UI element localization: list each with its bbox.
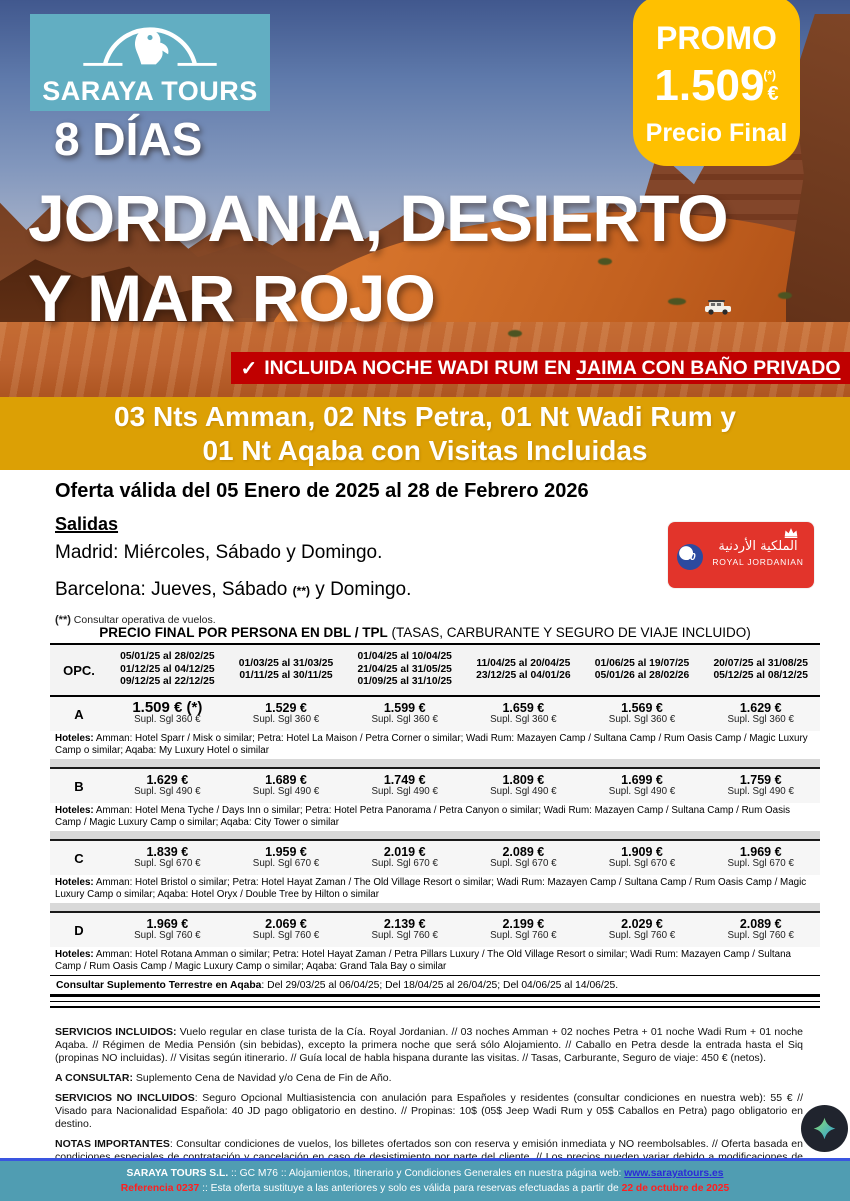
date-column-4: 11/04/25 al 20/04/25 23/12/25 al 04/01/2… — [476, 657, 571, 682]
salidas-heading: Salidas — [55, 514, 119, 534]
servicios-incluidos: SERVICIOS INCLUIDOS: Vuelo regular en cl… — [55, 1026, 804, 1064]
hotels-A: Hoteles: Amman: Hotel Sparr / Misk o sim… — [50, 731, 820, 759]
crown-icon — [784, 528, 798, 538]
price-table: OPC. 05/01/25 al 28/02/25 01/12/25 al 04… — [50, 643, 820, 1008]
suv-car-image — [705, 300, 731, 315]
hotels-B: Hoteles: Amman: Hotel Mena Tyche / Days … — [50, 803, 820, 831]
sparkle-widget-button[interactable] — [801, 1105, 848, 1152]
barcelona-departures: Barcelona: Jueves, Sábado (**) y Domingo… — [55, 579, 412, 600]
table-header-row: OPC. 05/01/25 al 28/02/25 01/12/25 al 04… — [50, 643, 820, 697]
footer: SARAYA TOURS S.L. :: GC M76 :: Alojamien… — [0, 1161, 850, 1201]
price-row-C: C 1.839 € Supl. Sgl 670 € 1.959 € Supl. Sg… — [50, 841, 820, 875]
offer-validity: Oferta válida del 05 Enero de 2025 al 28… — [55, 480, 589, 502]
hotels-D: Hoteles: Amman: Hotel Rotana Amman o sim… — [50, 947, 820, 975]
footer-divider — [0, 1158, 850, 1161]
footer-line1: SARAYA TOURS S.L. :: GC M76 :: Alojamien… — [126, 1168, 724, 1179]
rj-wordmark: الملكية الأردنية ROYAL JORDANIAN — [708, 539, 808, 567]
row-divider — [50, 831, 820, 841]
saraya-logo: SARAYA TOURS — [30, 14, 270, 111]
hero-section: SARAYA TOURS 8 DÍAS JORDANIA, DESIERTO Y… — [0, 0, 850, 397]
date-column-6: 20/07/25 al 31/08/25 05/12/25 al 08/12/2… — [713, 657, 808, 682]
madrid-departures: Madrid: Miércoles, Sábado y Domingo. — [55, 542, 383, 563]
brand-name: SARAYA TOURS — [42, 76, 258, 106]
row-divider — [50, 903, 820, 913]
rj-arabic-text: الملكية الأردنية — [718, 539, 798, 554]
ribbon-text: INCLUIDA NOCHE WADI RUM EN — [264, 356, 572, 379]
rj-name-text: ROYAL JORDANIAN — [712, 557, 804, 567]
itinerary-banner: 03 Nts Amman, 02 Nts Petra, 01 Nt Wadi R… — [0, 397, 850, 470]
price-table-title: PRECIO FINAL POR PERSONA EN DBL / TPL (T… — [99, 625, 751, 640]
a-consultar: A CONSULTAR: Suplemento Cena de Navidad … — [55, 1072, 392, 1084]
website-link[interactable]: www.sarayatours.es — [624, 1168, 724, 1179]
row-divider — [50, 759, 820, 769]
price-row-A: A 1.509 € (*) Supl. Sgl 360 € 1.529 € Supl… — [50, 697, 820, 731]
date-column-5: 01/06/25 al 19/07/25 05/01/26 al 28/02/2… — [594, 657, 690, 682]
itinerary-line1: 03 Nts Amman, 02 Nts Petra, 01 Nt Wadi R… — [114, 400, 736, 432]
date-column-1: 05/01/25 al 28/02/25 01/12/25 al 04/12/2… — [120, 651, 215, 688]
flight-note: (**) Consultar operativa de vuelos. — [55, 614, 216, 626]
shrub-icon — [598, 258, 612, 265]
check-icon: ✓ — [240, 357, 258, 380]
date-column-2: 01/03/25 al 31/03/25 01/11/25 al 30/11/2… — [238, 657, 334, 682]
opc-header: OPC. — [63, 662, 95, 678]
days-label: 8 DÍAS — [54, 113, 203, 165]
double-rule — [50, 1001, 820, 1008]
reference-badge: Referencia 0237 — [120, 1183, 200, 1194]
shrub-icon — [508, 330, 522, 337]
promo-price: 1.509 € — [654, 61, 779, 110]
shrub-icon — [668, 298, 686, 305]
start-date: 22 de octubre de 2025 — [621, 1183, 730, 1194]
ribbon-underlined-text: JAIMA CON BAÑO PRIVADO — [576, 356, 841, 379]
page-title-line2: Y MAR ROJO — [28, 261, 436, 335]
hotels-C: Hoteles: Amman: Hotel Bristol o similar;… — [50, 875, 820, 903]
servicios-no-incluidos: SERVICIOS NO INCLUIDOS: Seguro Opcional … — [55, 1092, 803, 1130]
falcon-icon — [83, 27, 217, 66]
price-row-D: D 1.969 € Supl. Sgl 760 € 2.069 € Supl. Sg… — [50, 913, 820, 947]
footer-line2: Referencia 0237 :: Esta oferta sustituye… — [120, 1183, 730, 1194]
promo-asterisk: (*) — [763, 68, 776, 82]
included-night-ribbon: ✓ INCLUIDA NOCHE WADI RUM EN JAIMA CON B… — [231, 352, 850, 384]
promo-subtitle: Precio Final — [645, 119, 788, 147]
sparkle-icon — [813, 1117, 836, 1140]
royal-jordanian-logo: 40 الملكية الأردنية ROYAL JORDANIAN — [668, 522, 814, 588]
promo-label: PROMO — [656, 20, 777, 56]
price-row-B: B 1.629 € Supl. Sgl 490 € 1.689 € Supl. Sg… — [50, 769, 820, 803]
date-column-3: 01/04/25 al 10/04/25 21/04/25 al 31/05/2… — [357, 651, 452, 688]
aqaba-supplement-note: Consultar Suplemento Terrestre en Aqaba:… — [50, 975, 820, 997]
page-title-line1: JORDANIA, DESIERTO — [28, 181, 729, 255]
shrub-icon — [778, 292, 792, 299]
rj-40-emblem: 40 — [677, 544, 703, 570]
itinerary-line2: 01 Nt Aqaba con Visitas Incluidas — [202, 434, 648, 466]
promo-badge: PROMO (*) 1.509 € Precio Final — [633, 0, 800, 166]
